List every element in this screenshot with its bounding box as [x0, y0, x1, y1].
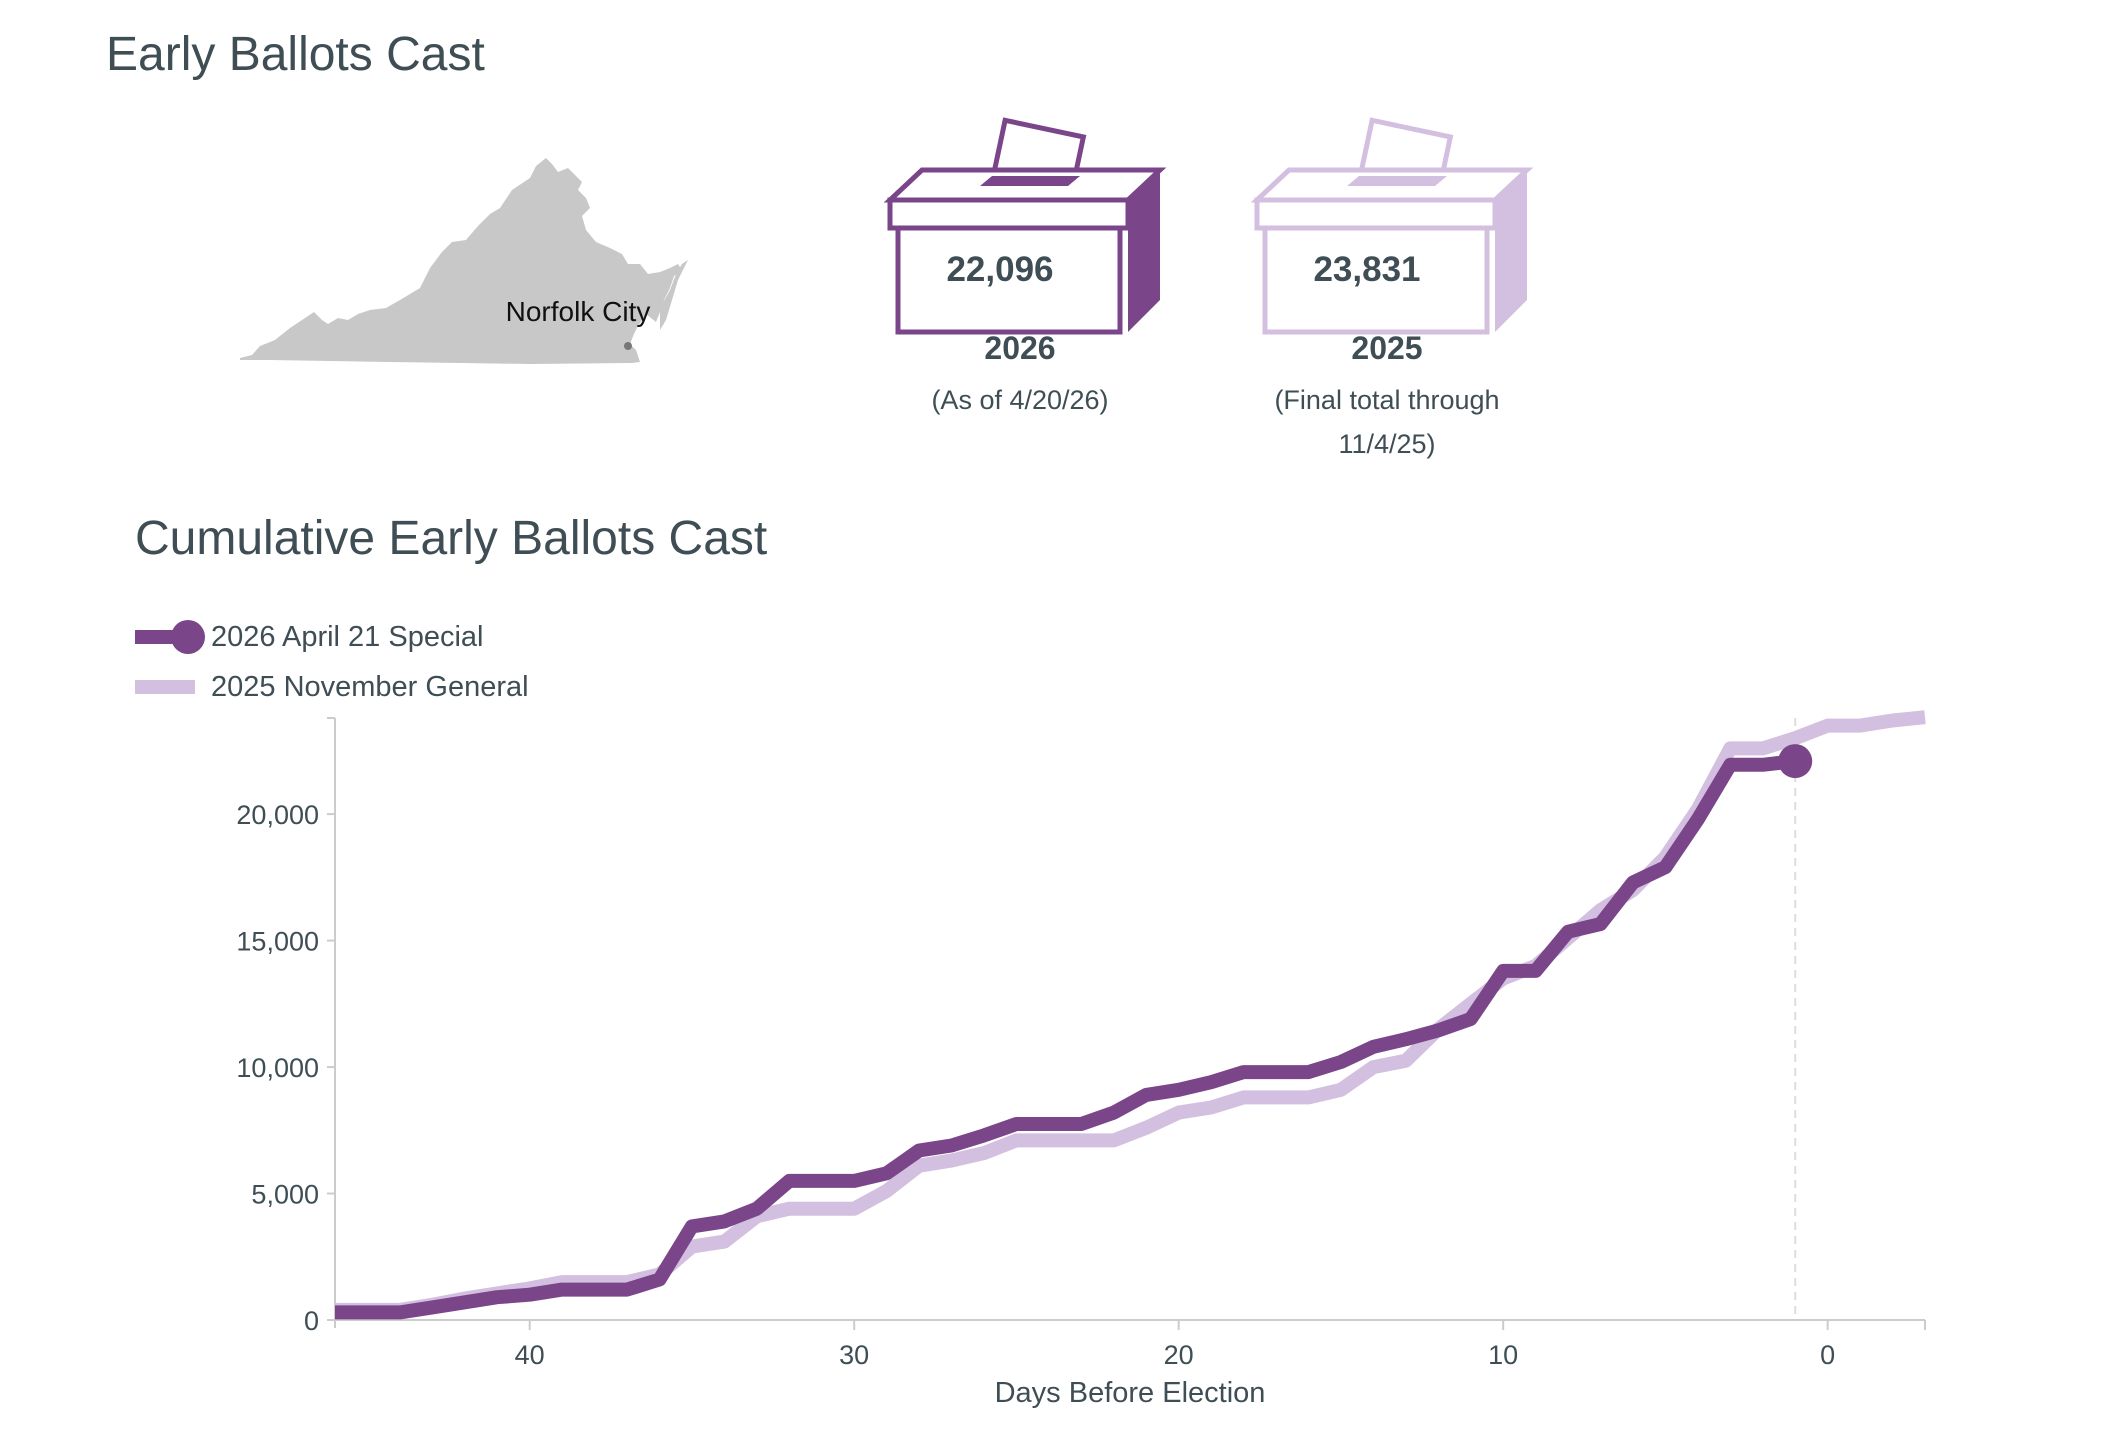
map-label-norfolk-city: Norfolk City [506, 296, 651, 327]
ballot-box-side [1128, 170, 1160, 332]
ballot-note-2025: (Final total through 11/4/25) [1274, 385, 1500, 459]
x-tick-label: 30 [839, 1340, 869, 1370]
y-tick-label: 10,000 [236, 1053, 319, 1083]
norfolk-city-marker [624, 342, 632, 350]
x-axis-label: Days Before Election [995, 1377, 1266, 1409]
virginia-state-outline [240, 158, 682, 364]
series-line-2025 [335, 710, 1926, 1317]
ballot-year-2026: 2026 [984, 330, 1056, 366]
y-tick-label: 15,000 [236, 927, 319, 957]
legend-swatch-2026 [135, 620, 205, 654]
ballot-count-2025: 23,831 [1313, 250, 1421, 289]
eastern-shore-shape [660, 260, 688, 330]
page-title: Early Ballots Cast [106, 28, 485, 81]
chart-axes: 0 5,000 10,000 15,000 20,000 40 30 20 10 0 [236, 717, 1926, 1370]
virginia-state-shape: Norfolk City [240, 158, 688, 364]
legend-label-2025: 2025 November General [211, 670, 529, 703]
x-tick-label: 10 [1488, 1340, 1518, 1370]
ballot-box-icon [883, 117, 1167, 335]
ballot-box-front [895, 225, 1123, 335]
legend-item-2026: 2026 April 21 Special [135, 612, 529, 662]
ballot-slot-inner [1347, 176, 1447, 186]
series-end-marker [1778, 744, 1813, 779]
ballot-slot-inner [980, 176, 1080, 186]
ballot-box-icon [1250, 117, 1534, 335]
chart-title: Cumulative Early Ballots Cast [135, 512, 768, 565]
legend-dot-2026 [171, 620, 205, 654]
y-tick-label: 0 [304, 1306, 319, 1336]
legend-swatch-2025 [135, 680, 199, 694]
x-tick-label: 40 [515, 1340, 545, 1370]
ballot-box-2025: 23,831 2025 (Final total through 11/4/25… [1237, 110, 1537, 470]
chart-legend: 2026 April 21 Special 2025 November Gene… [135, 612, 529, 712]
series-line-2026 [335, 754, 1796, 1320]
y-tick-label: 5,000 [251, 1180, 319, 1210]
y-tick-label: 20,000 [236, 800, 319, 830]
x-tick-label: 0 [1820, 1340, 1835, 1370]
virginia-map: Norfolk City [230, 150, 750, 380]
ballot-box-side [1495, 170, 1527, 332]
ballot-box-2026: 22,096 2026 (As of 4/20/26) [870, 110, 1170, 470]
ballot-box-front [1262, 225, 1490, 335]
ballot-note-2026: (As of 4/20/26) [931, 385, 1109, 415]
x-tick-label: 20 [1164, 1340, 1194, 1370]
chart-series [335, 710, 1926, 1320]
ballot-box-lid [887, 197, 1131, 231]
legend-line-2025 [135, 680, 195, 694]
legend-label-2026: 2026 April 21 Special [211, 620, 484, 653]
ballot-year-2025: 2025 [1351, 330, 1423, 366]
ballot-count-2026: 22,096 [946, 250, 1054, 289]
legend-item-2025: 2025 November General [135, 662, 529, 712]
